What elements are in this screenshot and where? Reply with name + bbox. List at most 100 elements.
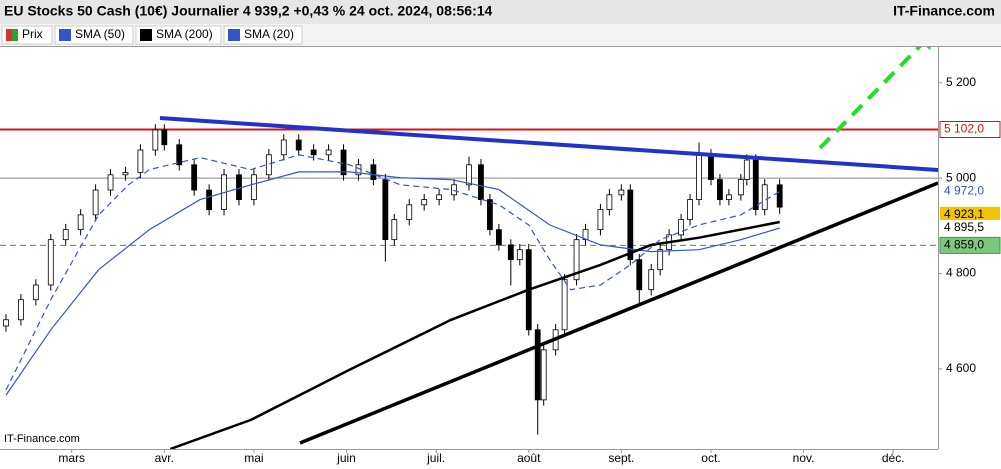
candle-body [573, 239, 580, 281]
plot-area [0, 124, 938, 449]
candle-body [534, 329, 541, 401]
candle-body [251, 174, 257, 200]
legend-swatch [12, 29, 18, 41]
legend-label: SMA (20) [244, 27, 294, 41]
level-label: 5 102,0 [944, 122, 984, 136]
candle-body [761, 184, 768, 211]
sma-line [5, 171, 780, 396]
candle-body [478, 164, 484, 200]
legend-item [54, 25, 134, 45]
candle-body [107, 174, 114, 191]
candle-body [32, 284, 39, 301]
y-tick-label: 4 600 [946, 361, 976, 375]
candle-body [18, 299, 24, 321]
candle-body [382, 179, 389, 241]
candle-body [725, 194, 732, 200]
candle-body [152, 129, 159, 151]
candle-body [265, 154, 272, 176]
candle-body [176, 144, 183, 166]
candle-body [636, 259, 643, 291]
legend-swatch [6, 29, 12, 41]
x-tick-label: avr. [155, 451, 174, 465]
sma-line [169, 220, 780, 449]
sma-line [5, 154, 781, 391]
candle-body [743, 159, 750, 180]
candle-body [657, 249, 664, 271]
header-bar [0, 0, 1001, 24]
legend: Prix SMA (50) SMA (200) SMA (20) [1, 25, 303, 45]
level-box [939, 120, 1001, 138]
legend-item [135, 25, 222, 45]
x-tick-label: mars [58, 451, 85, 465]
candle-body [370, 164, 377, 180]
level-box [939, 236, 1001, 254]
candle-body [597, 209, 604, 231]
candle-body [280, 139, 287, 156]
x-tick-label: oct. [701, 451, 720, 465]
watermark: IT-Finance.com [4, 433, 80, 445]
legend-label: SMA (200) [156, 27, 213, 41]
x-tick-label: sept. [608, 451, 634, 465]
legend-label: Prix [22, 27, 43, 41]
candle-body [618, 189, 625, 196]
candle-body [561, 279, 568, 331]
x-tick-label: juil. [426, 451, 445, 465]
legend-swatch [140, 29, 152, 41]
x-tick-label: août [517, 451, 541, 465]
level-label: 4 895,5 [944, 220, 984, 234]
drawings [159, 47, 938, 445]
candle-body [406, 204, 413, 221]
candle-body [687, 199, 693, 221]
x-tick-label: juin [336, 451, 356, 465]
candle-body [451, 184, 457, 196]
trendline [159, 116, 938, 172]
candle-body [487, 199, 493, 231]
candle-body [47, 239, 54, 286]
level-box [940, 219, 1000, 236]
level-label: 4 972,0 [944, 184, 984, 198]
y-tick-label: 5 200 [946, 75, 976, 89]
arrow-head [926, 47, 931, 50]
candle-body [3, 319, 9, 327]
candle-body [627, 189, 634, 261]
candle-body [137, 149, 144, 173]
source: IT-Finance.com [893, 3, 995, 19]
candle-body [708, 154, 714, 180]
candle-body [295, 139, 302, 151]
legend-item [223, 25, 303, 45]
y-tick-label: 4 800 [946, 266, 976, 280]
candle-body [325, 149, 332, 156]
trendline [299, 181, 938, 445]
x-tick-label: déc. [882, 451, 905, 465]
candle-body [516, 249, 523, 261]
candle-body [310, 149, 317, 156]
candle-body [776, 184, 783, 208]
legend-swatch [59, 29, 71, 41]
x-tick-label: mai [244, 451, 263, 465]
candle-body [77, 214, 84, 231]
candle-body [752, 159, 759, 211]
candle-body [421, 199, 428, 206]
candle-body [391, 219, 398, 241]
candle-body [206, 189, 213, 211]
chart-title: EU Stocks 50 Cash (10€) Journalier 4 939… [4, 3, 493, 19]
candle-body [466, 164, 472, 186]
candle-body [340, 149, 347, 176]
candle-body [191, 164, 198, 191]
candle-body [540, 349, 547, 401]
candle-body [648, 269, 655, 291]
x-tick-label: nov. [793, 451, 815, 465]
legend-label: SMA (50) [75, 27, 125, 41]
candle-body [737, 179, 744, 196]
legend-swatch [228, 29, 240, 41]
level-box [940, 183, 1000, 200]
candle-body [161, 129, 168, 146]
arrow [818, 47, 922, 150]
candle-body [62, 229, 69, 241]
candle-body [122, 172, 129, 176]
level-label: 4 923,1 [944, 207, 984, 221]
candle-body [696, 154, 702, 200]
level-box [940, 206, 1000, 223]
candle-body [507, 244, 514, 261]
